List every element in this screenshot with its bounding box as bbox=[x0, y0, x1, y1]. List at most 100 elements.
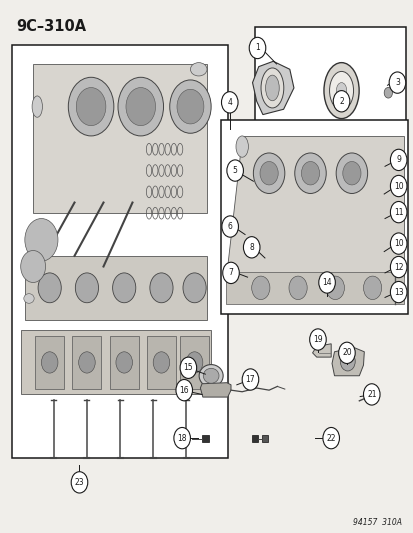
Text: 16: 16 bbox=[179, 386, 189, 394]
Circle shape bbox=[112, 273, 135, 303]
Circle shape bbox=[388, 72, 405, 93]
Polygon shape bbox=[201, 435, 208, 442]
Ellipse shape bbox=[24, 294, 34, 303]
Text: 6: 6 bbox=[227, 222, 232, 231]
Circle shape bbox=[169, 80, 211, 133]
Text: 19: 19 bbox=[312, 335, 322, 344]
Text: 4: 4 bbox=[227, 98, 232, 107]
Polygon shape bbox=[225, 136, 403, 277]
Text: 18: 18 bbox=[177, 434, 186, 442]
Circle shape bbox=[116, 352, 132, 373]
Circle shape bbox=[342, 161, 360, 185]
Polygon shape bbox=[33, 64, 206, 213]
Circle shape bbox=[288, 276, 306, 300]
Circle shape bbox=[75, 273, 98, 303]
Circle shape bbox=[322, 427, 339, 449]
Ellipse shape bbox=[199, 365, 223, 387]
Text: 9: 9 bbox=[395, 156, 400, 164]
Circle shape bbox=[76, 87, 106, 126]
Text: 20: 20 bbox=[341, 349, 351, 357]
Polygon shape bbox=[331, 348, 363, 376]
Circle shape bbox=[389, 201, 406, 223]
Text: 15: 15 bbox=[183, 364, 193, 372]
Circle shape bbox=[176, 89, 203, 124]
Circle shape bbox=[389, 281, 406, 303]
Polygon shape bbox=[262, 435, 268, 442]
Circle shape bbox=[21, 251, 45, 282]
Circle shape bbox=[332, 91, 349, 112]
Ellipse shape bbox=[323, 63, 358, 119]
Circle shape bbox=[183, 273, 206, 303]
Polygon shape bbox=[251, 435, 257, 442]
Ellipse shape bbox=[265, 75, 279, 101]
Circle shape bbox=[186, 352, 202, 373]
Ellipse shape bbox=[329, 71, 353, 110]
Circle shape bbox=[242, 369, 258, 390]
Circle shape bbox=[118, 77, 163, 136]
Polygon shape bbox=[72, 336, 101, 389]
Ellipse shape bbox=[261, 68, 283, 108]
Circle shape bbox=[222, 262, 239, 284]
Ellipse shape bbox=[203, 368, 218, 383]
Text: 21: 21 bbox=[366, 390, 375, 399]
Polygon shape bbox=[147, 336, 176, 389]
Text: 8: 8 bbox=[249, 243, 254, 252]
Text: 12: 12 bbox=[393, 263, 402, 271]
Circle shape bbox=[150, 273, 173, 303]
Polygon shape bbox=[35, 336, 64, 389]
Circle shape bbox=[221, 216, 238, 237]
Bar bbox=[221, 120, 407, 314]
Polygon shape bbox=[312, 344, 330, 357]
Text: 7: 7 bbox=[228, 269, 233, 277]
Circle shape bbox=[78, 352, 95, 373]
Circle shape bbox=[338, 342, 354, 364]
Circle shape bbox=[389, 149, 406, 171]
Text: 23: 23 bbox=[74, 478, 84, 487]
Circle shape bbox=[389, 256, 406, 278]
Text: 2: 2 bbox=[338, 97, 343, 106]
Bar bbox=[12, 45, 227, 458]
Text: 13: 13 bbox=[393, 288, 403, 296]
Polygon shape bbox=[180, 336, 209, 389]
Circle shape bbox=[363, 276, 381, 300]
Circle shape bbox=[301, 161, 319, 185]
Circle shape bbox=[383, 87, 392, 98]
Polygon shape bbox=[225, 272, 403, 304]
Polygon shape bbox=[21, 330, 211, 394]
Circle shape bbox=[176, 379, 192, 401]
Circle shape bbox=[259, 161, 278, 185]
Circle shape bbox=[253, 153, 284, 193]
Circle shape bbox=[389, 175, 406, 197]
Circle shape bbox=[335, 153, 367, 193]
Text: 9C–310A: 9C–310A bbox=[17, 19, 86, 34]
Circle shape bbox=[339, 352, 354, 371]
Text: 11: 11 bbox=[393, 208, 402, 216]
Circle shape bbox=[389, 233, 406, 254]
Ellipse shape bbox=[32, 96, 42, 117]
Circle shape bbox=[173, 427, 190, 449]
Circle shape bbox=[251, 276, 269, 300]
Circle shape bbox=[126, 87, 155, 126]
Circle shape bbox=[226, 160, 243, 181]
Ellipse shape bbox=[190, 63, 206, 76]
Ellipse shape bbox=[235, 136, 248, 157]
Polygon shape bbox=[200, 383, 230, 397]
Circle shape bbox=[294, 153, 325, 193]
Text: 3: 3 bbox=[394, 78, 399, 87]
Circle shape bbox=[38, 273, 61, 303]
Text: 1: 1 bbox=[254, 44, 259, 52]
Circle shape bbox=[153, 352, 169, 373]
Circle shape bbox=[221, 92, 237, 113]
Circle shape bbox=[366, 392, 373, 400]
Text: 10: 10 bbox=[393, 182, 403, 190]
Text: 10: 10 bbox=[393, 239, 403, 248]
Circle shape bbox=[318, 272, 335, 293]
Text: 22: 22 bbox=[326, 434, 335, 442]
Circle shape bbox=[249, 37, 265, 59]
Circle shape bbox=[71, 472, 88, 493]
Polygon shape bbox=[25, 256, 206, 320]
Polygon shape bbox=[109, 336, 138, 389]
Circle shape bbox=[68, 77, 114, 136]
Circle shape bbox=[325, 276, 344, 300]
Text: 94157  310A: 94157 310A bbox=[352, 518, 401, 527]
